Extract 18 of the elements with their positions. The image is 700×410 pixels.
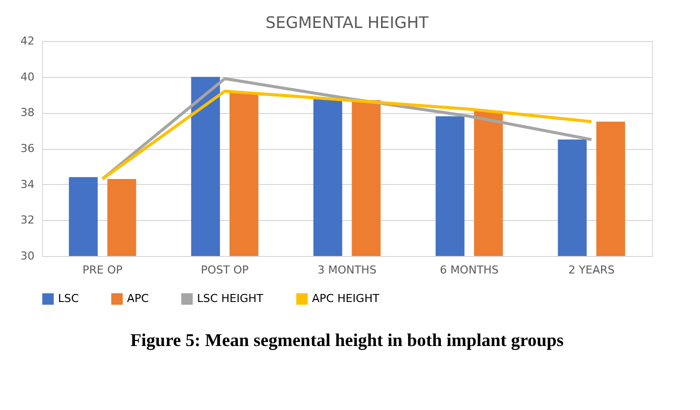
legend-label: APC HEIGHT [312, 292, 380, 305]
x-tick-label: 2 YEARS [568, 264, 615, 276]
y-tick-label: 38 [20, 106, 34, 120]
chart-title: SEGMENTAL HEIGHT [265, 13, 429, 32]
x-tick-label: POST OP [200, 264, 250, 276]
caption: Figure 5: Mean segmental height in both implant groups [130, 330, 564, 350]
y-tick-label: 36 [20, 142, 34, 155]
legend-label: APC [127, 292, 150, 305]
legend-label: LSC HEIGHT [197, 292, 264, 305]
y-tick-label: 30 [20, 250, 34, 262]
y-tick-label: 40 [20, 70, 34, 84]
x-tick-label: PRE OP [82, 264, 123, 276]
y-tick-label: 42 [20, 34, 34, 48]
legend-label: LSC [58, 292, 80, 305]
x-tick-label: 6 MONTHS [440, 264, 499, 276]
x-tick-label: 3 MONTHS [318, 264, 376, 276]
y-tick-label: 34 [20, 178, 34, 191]
y-tick-label: 32 [20, 214, 34, 227]
